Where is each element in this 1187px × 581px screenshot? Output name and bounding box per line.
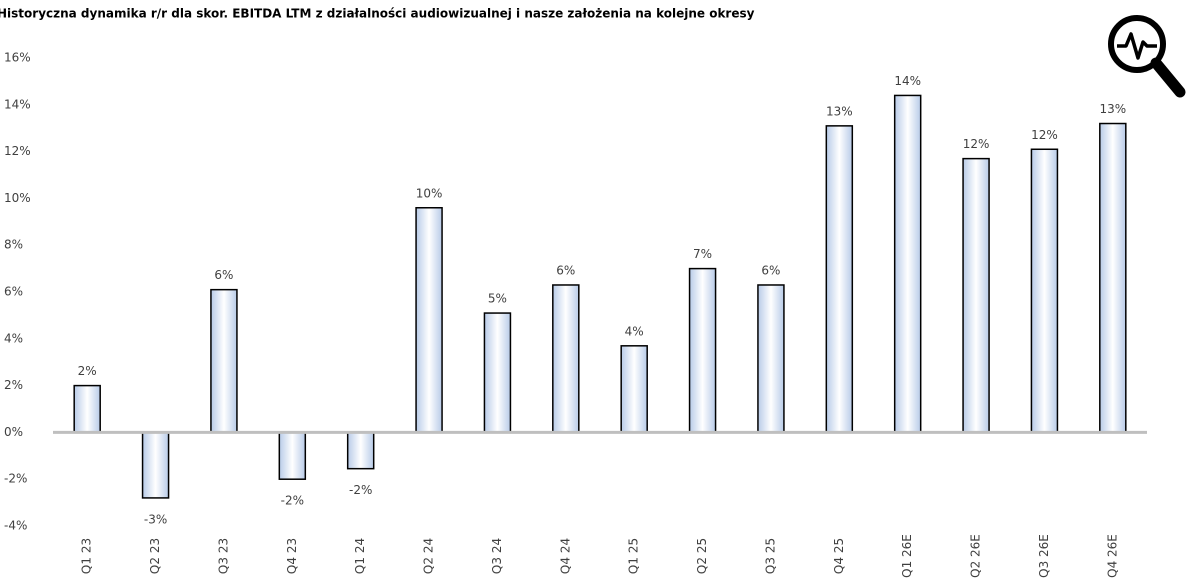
x-tick-label: Q2 23: [148, 538, 162, 574]
bar: [278, 431, 307, 480]
value-label: 2%: [78, 364, 97, 378]
y-tick-label: 0%: [4, 425, 23, 439]
x-tick-label: Q3 24: [490, 538, 504, 574]
value-label: -2%: [349, 483, 372, 497]
bar: [1099, 122, 1127, 434]
bar: [552, 284, 580, 434]
y-tick-label: 14%: [4, 97, 31, 111]
y-tick-label: -2%: [4, 472, 27, 486]
value-label: 6%: [556, 263, 575, 277]
x-tick-label: Q2 24: [422, 538, 436, 574]
logo-icon: [1108, 15, 1186, 98]
value-label: 14%: [894, 74, 921, 88]
x-tick-label: Q1 23: [80, 538, 94, 574]
bar: [620, 345, 648, 434]
value-label: 6%: [761, 263, 780, 277]
x-tick-label: Q1 25: [627, 538, 641, 574]
value-label: 5%: [488, 292, 507, 306]
y-tick-label: 16%: [4, 51, 31, 65]
x-tick-label: Q3 26E: [1037, 534, 1051, 578]
x-tick-label: Q2 25: [695, 538, 709, 574]
bar: [962, 157, 990, 434]
bar: [73, 384, 101, 434]
bar: [346, 431, 375, 470]
value-label: 13%: [826, 104, 853, 118]
value-label: 13%: [1099, 102, 1126, 116]
bar: [415, 207, 443, 434]
value-label: -2%: [281, 494, 304, 508]
bar: [757, 284, 785, 434]
x-tick-label: Q1 26E: [900, 534, 914, 578]
x-tick-label: Q3 23: [216, 538, 230, 574]
x-tick-label: Q4 24: [558, 538, 572, 574]
value-label: 12%: [1031, 128, 1058, 142]
y-tick-label: 10%: [4, 191, 31, 205]
x-tick-label: Q4 26E: [1105, 534, 1119, 578]
x-tick-label: Q4 23: [285, 538, 299, 574]
x-tick-label: Q4 25: [832, 538, 846, 574]
y-tick-label: 4%: [4, 331, 23, 345]
y-tick-label: 8%: [4, 238, 23, 252]
bar: [893, 94, 922, 434]
bar: [1030, 148, 1059, 434]
y-tick-label: 2%: [4, 378, 23, 392]
bar: [210, 288, 238, 434]
bar: [825, 125, 854, 434]
value-label: 6%: [214, 268, 233, 282]
x-tick-label: Q2 26E: [969, 534, 983, 578]
bar: [483, 312, 512, 434]
value-label: -3%: [144, 512, 167, 526]
value-label: 4%: [625, 324, 644, 338]
y-tick-label: 12%: [4, 144, 31, 158]
x-tick-label: Q1 24: [353, 538, 367, 574]
y-tick-label: 6%: [4, 285, 23, 299]
bar: [688, 267, 717, 434]
value-label: 10%: [416, 186, 443, 200]
bar: [141, 431, 170, 499]
value-label: 12%: [963, 137, 990, 151]
y-tick-label: -4%: [4, 519, 27, 533]
x-tick-label: Q3 25: [763, 538, 777, 574]
chart-title: Historyczna dynamika r/r dla skor. EBITD…: [0, 7, 755, 21]
value-label: 7%: [693, 247, 712, 261]
